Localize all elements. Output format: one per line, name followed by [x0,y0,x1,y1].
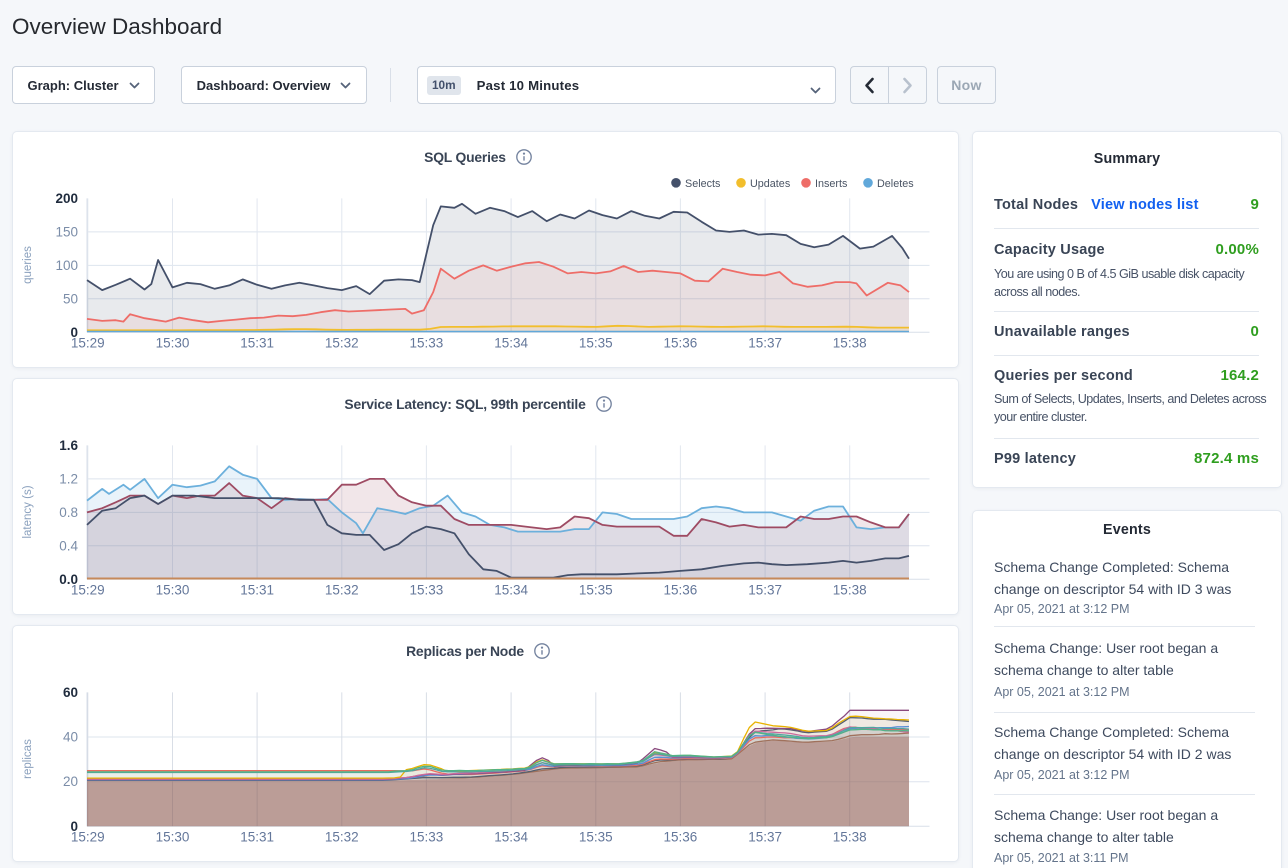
svg-text:15:38: 15:38 [833,583,867,598]
svg-text:0.8: 0.8 [59,505,78,520]
svg-text:replicas: replicas [22,739,34,779]
svg-text:60: 60 [63,685,78,700]
svg-text:15:34: 15:34 [494,336,528,351]
svg-text:15:31: 15:31 [240,583,274,598]
svg-text:15:38: 15:38 [833,830,867,845]
svg-text:15:30: 15:30 [156,830,190,845]
svg-text:Updates: Updates [750,178,791,190]
svg-text:15:31: 15:31 [240,830,274,845]
svg-text:15:30: 15:30 [156,336,190,351]
svg-text:150: 150 [55,224,78,239]
svg-text:15:29: 15:29 [71,583,105,598]
svg-text:1.2: 1.2 [59,471,78,486]
svg-text:15:35: 15:35 [579,830,613,845]
svg-text:40: 40 [63,730,78,745]
svg-text:Deletes: Deletes [877,178,914,190]
svg-text:15:32: 15:32 [325,583,359,598]
svg-text:15:32: 15:32 [325,336,359,351]
svg-text:15:31: 15:31 [240,336,274,351]
svg-text:15:34: 15:34 [494,583,528,598]
svg-text:15:33: 15:33 [410,336,444,351]
svg-text:100: 100 [55,258,78,273]
svg-text:200: 200 [55,191,78,206]
svg-text:0.0: 0.0 [59,572,78,587]
svg-text:15:37: 15:37 [748,583,782,598]
svg-text:15:38: 15:38 [833,336,867,351]
svg-text:Selects: Selects [685,178,721,190]
svg-text:50: 50 [63,291,78,306]
svg-text:15:37: 15:37 [748,336,782,351]
svg-text:latency (s): latency (s) [22,485,34,538]
svg-text:15:29: 15:29 [71,830,105,845]
svg-text:15:36: 15:36 [664,583,698,598]
svg-text:15:33: 15:33 [410,583,444,598]
svg-text:queries: queries [22,246,34,284]
svg-text:1.6: 1.6 [59,438,78,453]
svg-text:0: 0 [70,819,78,834]
svg-text:20: 20 [63,774,78,789]
svg-text:15:36: 15:36 [664,830,698,845]
svg-text:15:30: 15:30 [156,583,190,598]
svg-text:15:35: 15:35 [579,336,613,351]
svg-text:15:33: 15:33 [410,830,444,845]
svg-text:15:35: 15:35 [579,583,613,598]
svg-text:15:37: 15:37 [748,830,782,845]
svg-text:15:29: 15:29 [71,336,105,351]
svg-text:0.4: 0.4 [59,538,78,553]
svg-text:15:36: 15:36 [664,336,698,351]
svg-text:15:32: 15:32 [325,830,359,845]
svg-text:Inserts: Inserts [815,178,848,190]
svg-text:15:34: 15:34 [494,830,528,845]
svg-text:0: 0 [70,325,78,340]
